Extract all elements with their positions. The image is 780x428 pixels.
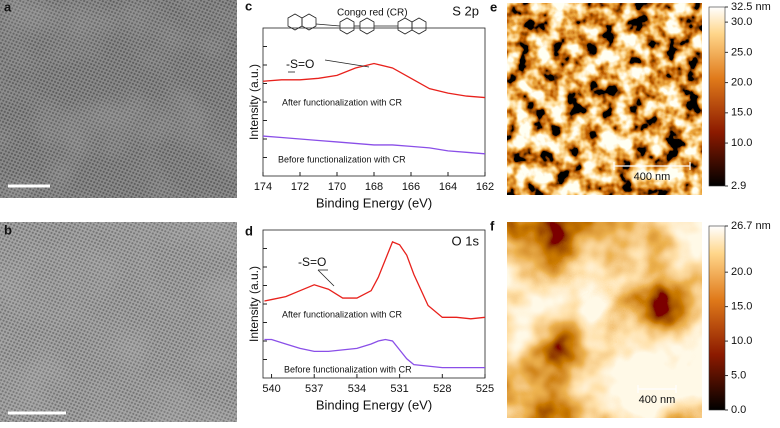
y-axis-label: Intensity (a.u.) [247, 64, 261, 140]
colorbar-tick-label: 5.0 [731, 369, 746, 381]
colorbar-tick-label: 15.0 [731, 301, 752, 313]
panel-label: b [4, 222, 12, 237]
x-axis-label: Binding Energy (eV) [316, 397, 432, 412]
panel-label: a [4, 0, 12, 14]
series-label: After functionalization with CR [282, 97, 403, 107]
colorbar-tick-label: 15.0 [731, 107, 752, 119]
molecule [287, 13, 427, 35]
series-line [262, 62, 486, 99]
y-axis-label: Intensity (a.u.) [247, 266, 261, 342]
colorbar-tick-label: 20.0 [731, 76, 752, 88]
chart-title: S 2p [452, 3, 479, 18]
colorbar-tick-label: 26.7 nm [731, 220, 771, 232]
x-tick-label: 162 [476, 181, 494, 193]
x-tick-label: 170 [328, 181, 346, 193]
panel-label: d [245, 223, 253, 238]
panel-label: c [245, 0, 252, 13]
x-tick-label: 537 [305, 383, 323, 395]
x-tick-label: 168 [365, 181, 383, 193]
afm-image [507, 222, 702, 418]
afm-image [507, 3, 702, 195]
series-label: Before functionalization with CR [278, 154, 406, 164]
x-tick-label: 540 [262, 383, 280, 395]
colorbar-tick-label: 30.0 [731, 16, 752, 28]
plot-frame [262, 229, 486, 379]
series-label: After functionalization with CR [282, 309, 403, 319]
scale-bar-label: 400 nm [639, 394, 676, 406]
colorbar [708, 6, 726, 187]
chart-title: O 1s [452, 233, 480, 248]
x-tick-label: 172 [291, 181, 309, 193]
sem-grain [0, 0, 237, 198]
series-line [262, 135, 486, 155]
x-tick-label: 166 [402, 181, 420, 193]
colorbar-tick-label: 0.0 [731, 404, 746, 416]
series-line [264, 240, 486, 320]
annotation: Congo red (CR) [337, 8, 408, 19]
x-axis-label: Binding Energy (eV) [316, 195, 432, 210]
series-label: Before functionalization with CR [284, 364, 412, 374]
sem-grain [0, 222, 237, 422]
colorbar-tick-label: 20.0 [731, 266, 752, 278]
annotation-arrow [317, 269, 335, 287]
colorbar-tick-label: 10.0 [731, 335, 752, 347]
x-tick-label: 164 [439, 181, 457, 193]
scale-bar-label: 400 nm [634, 171, 671, 183]
annotation: -S=O [286, 57, 314, 71]
annotation-arrow [324, 59, 370, 68]
panel-label: f [490, 218, 495, 233]
panel-label: e [490, 0, 497, 14]
colorbar [708, 225, 726, 411]
x-tick-label: 174 [254, 181, 272, 193]
colorbar-tick-label: 32.5 nm [731, 1, 771, 13]
colorbar-tick-label: 25.0 [731, 46, 752, 58]
colorbar-tick-label: 10.0 [731, 137, 752, 149]
x-tick-label: 528 [433, 383, 451, 395]
colorbar-tick-label: 2.9 [731, 180, 746, 192]
annotation: -S=O [298, 255, 326, 269]
x-tick-label: 525 [476, 383, 494, 395]
series-line [264, 338, 485, 369]
x-tick-label: 534 [348, 383, 366, 395]
x-tick-label: 531 [390, 383, 408, 395]
